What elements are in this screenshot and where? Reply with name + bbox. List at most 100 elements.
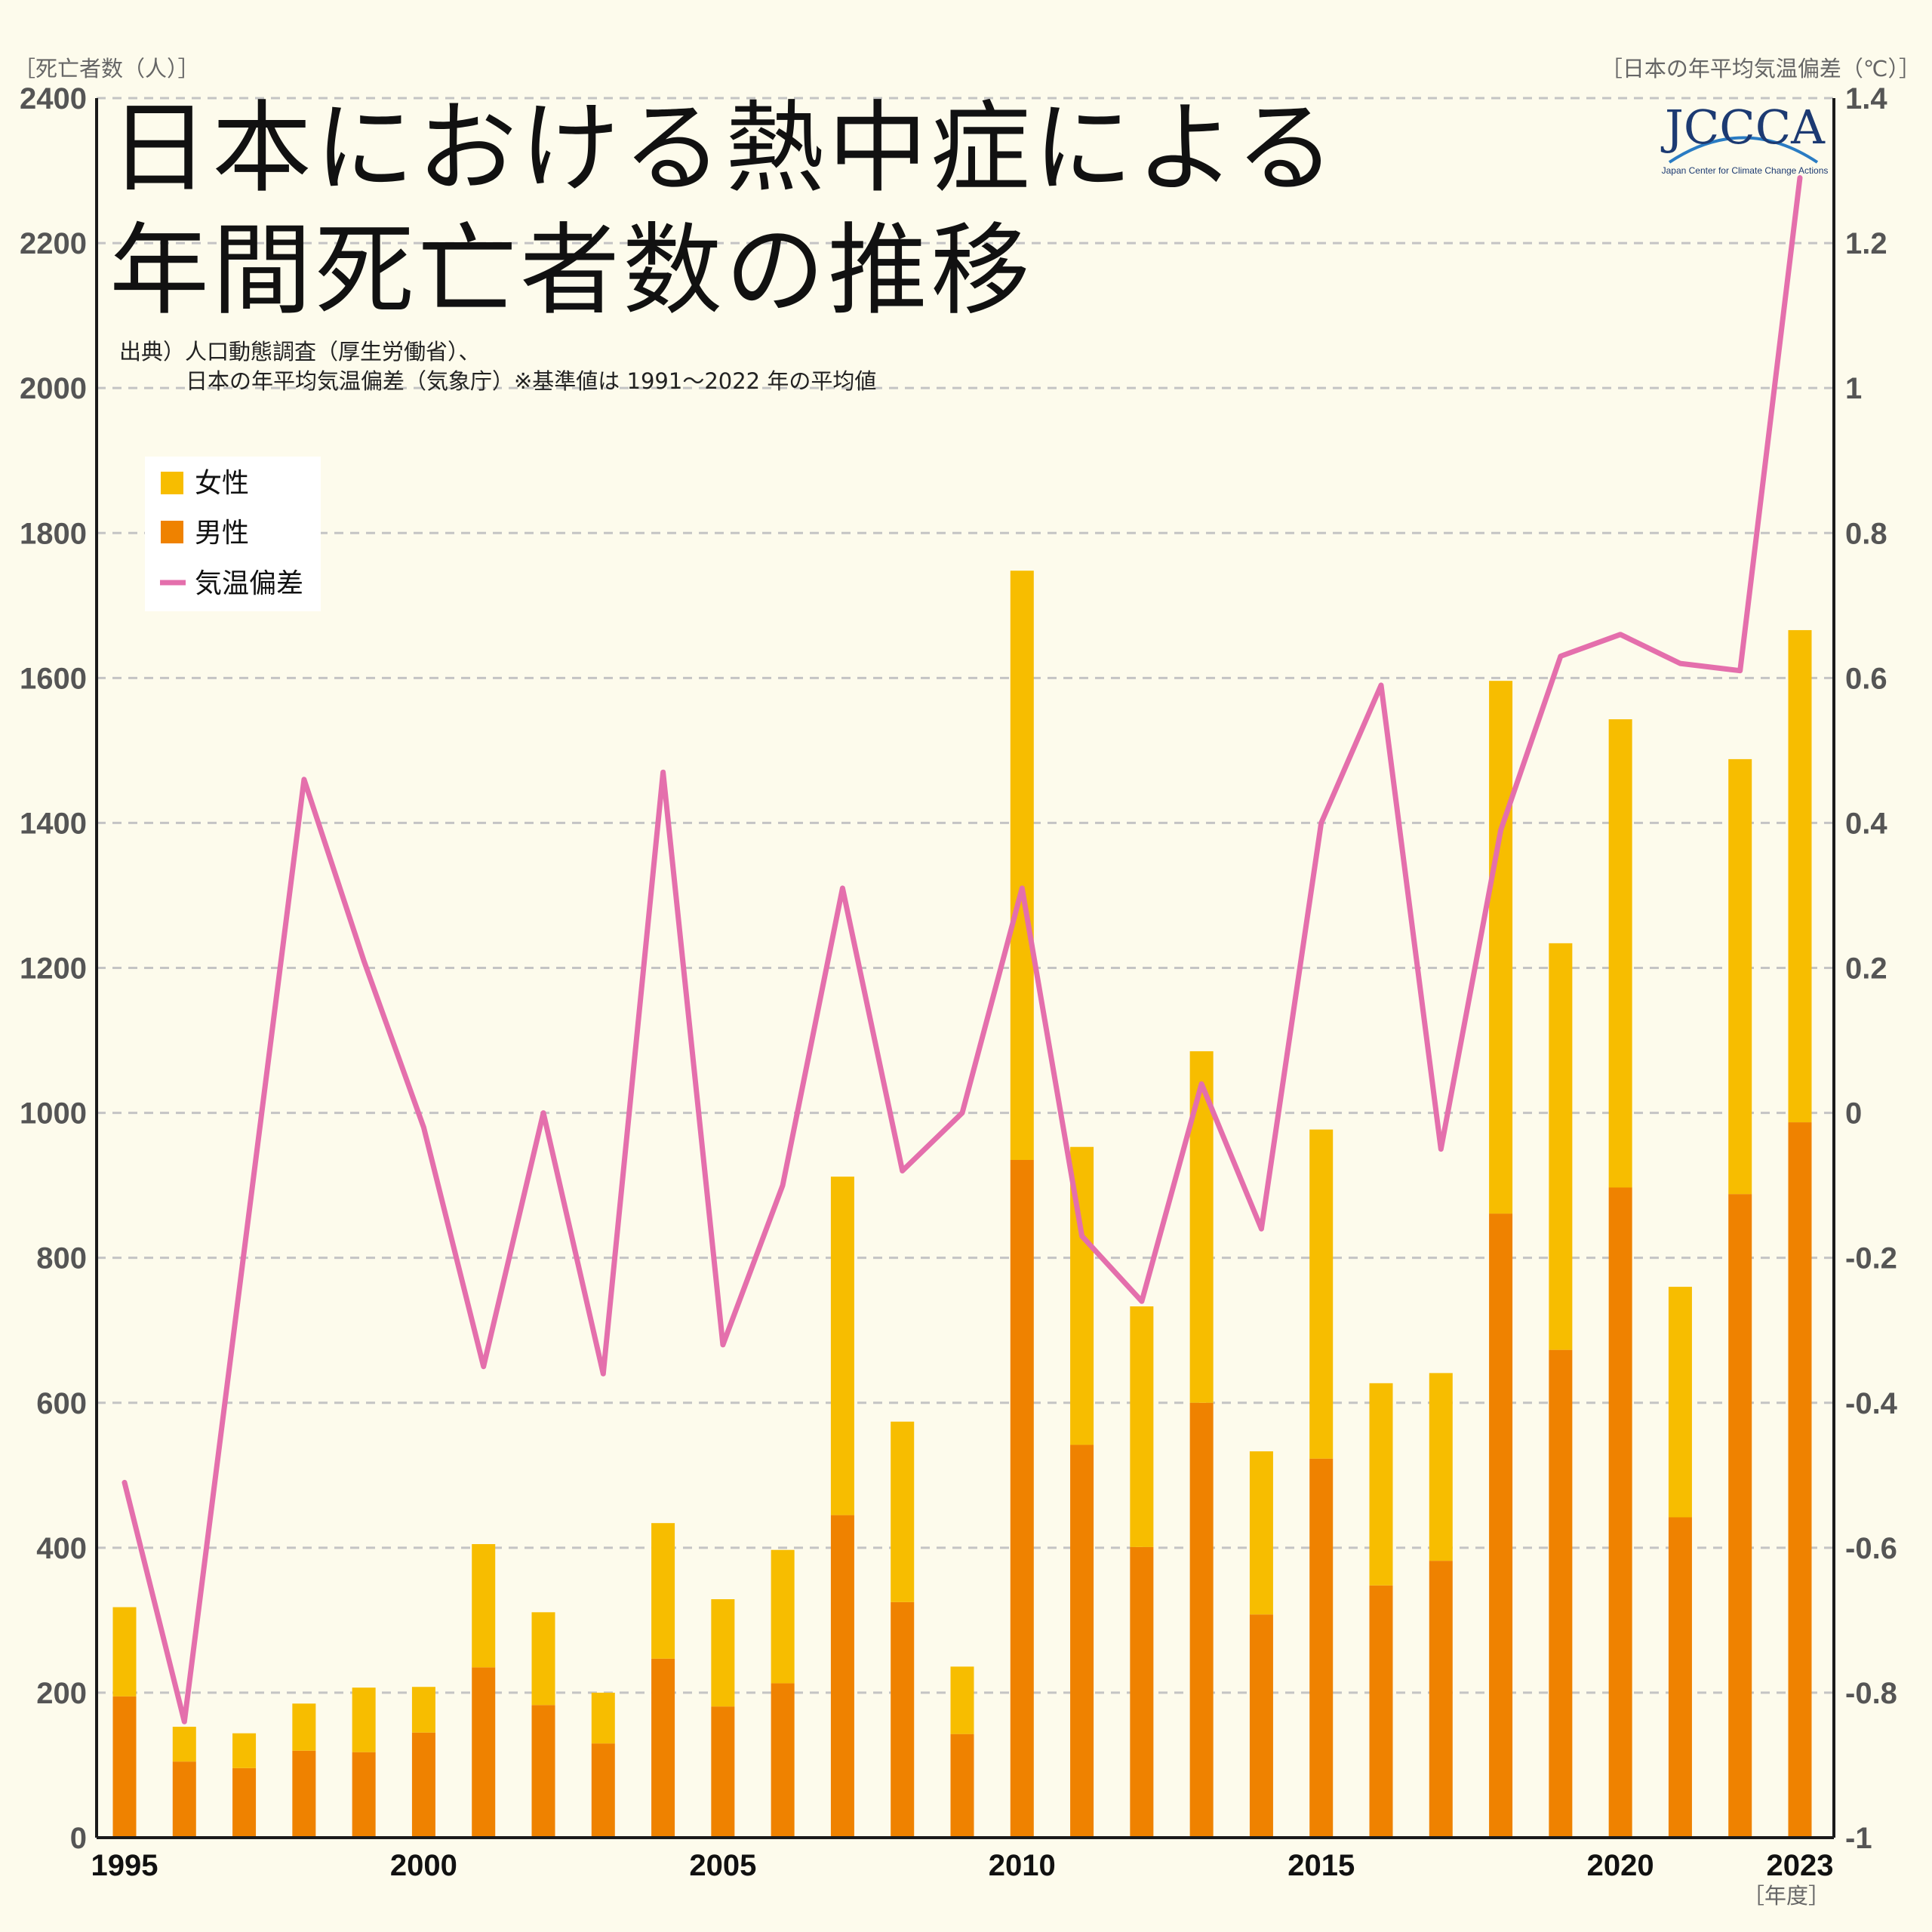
bar-male-2013 [1189,1402,1214,1838]
right-axis-unit: ［日本の年平均気温偏差（℃）］ [1601,56,1921,82]
bar-male-2004 [651,1658,675,1838]
bar-female-2004 [651,1523,675,1659]
bar-female-2001 [472,1544,496,1668]
logo-text: JCCCA [1660,100,1826,155]
bar-female-1999 [352,1687,376,1752]
bar-male-2002 [531,1705,555,1838]
source-line-1: 出典）人口動態調査（厚生労働省）、 [119,339,481,365]
y-right-tick-label: 1 [1845,372,1862,405]
bar-male-2007 [830,1515,854,1838]
legend-label-male: 男性 [195,518,249,549]
bar-male-1999 [352,1752,376,1838]
logo-subtitle: Japan Center for Climate Change Actions [1662,165,1829,176]
bar-female-2019 [1549,943,1573,1350]
title-line-2: 年間死亡者数の推移 [109,213,1033,329]
temperature-anomaly-line [122,175,1803,1724]
bar-female-2017 [1429,1373,1453,1561]
x-tick-label: 2023 [1767,1849,1834,1882]
bar-male-2001 [472,1667,496,1838]
bar-female-2008 [891,1421,915,1602]
bar-female-2010 [1010,571,1034,1161]
bar-male-1995 [112,1696,137,1838]
y-left-tick-label: 1000 [20,1097,87,1131]
bar-female-2016 [1369,1383,1393,1586]
bar-female-2015 [1309,1129,1334,1459]
bar-female-2003 [591,1692,615,1744]
y-right-tick-label: -0.6 [1845,1532,1897,1565]
y-right-tick-label: 1.4 [1845,82,1887,115]
left-axis-unit: ［死亡者数（人）］ [14,56,200,82]
x-tick-label: 2000 [390,1849,457,1882]
bar-male-2008 [891,1601,915,1838]
bar-male-2006 [771,1683,795,1838]
y-left-tick-label: 1200 [20,952,87,986]
bar-male-2019 [1549,1349,1573,1838]
x-tick-label: 2020 [1587,1849,1654,1882]
bar-male-2000 [411,1732,435,1838]
y-left-tick-label: 200 [36,1677,87,1710]
y-left-tick-label: 1400 [20,807,87,840]
y-left-tick-label: 2200 [20,227,87,260]
bar-female-2018 [1489,681,1513,1214]
legend-label-female: 女性 [195,468,249,499]
x-tick-label: 2015 [1287,1849,1355,1882]
bar-male-2017 [1429,1561,1453,1838]
y-left-tick-label: 2000 [20,372,87,405]
bar-female-2005 [711,1599,735,1707]
bar-male-2023 [1788,1122,1812,1838]
bar-male-2012 [1130,1546,1154,1838]
bar-female-2020 [1608,719,1632,1188]
legend-swatch-male [161,521,183,543]
y-left-tick-label: 600 [36,1387,87,1420]
y-right-tick-label: -1 [1845,1822,1872,1855]
y-left-tick-label: 800 [36,1242,87,1275]
bar-male-2020 [1608,1187,1632,1838]
bar-female-2021 [1668,1287,1692,1518]
bar-female-2022 [1728,758,1752,1195]
chart-title: 日本における熱中症による 年間死亡者数の推移 [109,91,1335,329]
y-left-tick-label: 1600 [20,662,87,695]
bar-male-2003 [591,1743,615,1838]
y-right-tick-label: -0.2 [1845,1242,1897,1275]
bar-female-2023 [1788,629,1812,1123]
x-tick-label: 2010 [989,1849,1056,1882]
x-axis-unit: ［年度］ [1743,1883,1830,1909]
source-note: 出典）人口動態調査（厚生労働省）、 日本の年平均気温偏差（気象庁）※基準値は 1… [119,339,876,394]
y-right-tick-label: 0.8 [1845,517,1887,550]
bar-female-1998 [292,1703,316,1751]
bar-female-2014 [1249,1451,1273,1615]
bar-male-1998 [292,1750,316,1838]
bar-male-2009 [950,1734,974,1838]
y-left-tick-label: 0 [70,1822,87,1855]
bar-female-2009 [950,1666,974,1734]
y-left-tick-label: 1800 [20,517,87,550]
y-right-tick-label: 0.6 [1845,662,1887,695]
bar-male-2011 [1070,1444,1094,1838]
bar-male-2010 [1010,1160,1034,1838]
bar-male-1997 [232,1767,257,1838]
y-right-tick-label: 0.4 [1845,807,1887,840]
y-left-tick-label: 400 [36,1532,87,1565]
bar-male-2005 [711,1706,735,1838]
bar-female-1996 [172,1727,196,1762]
bar-male-2014 [1249,1614,1273,1838]
bar-male-2021 [1668,1517,1692,1838]
y-right-tick-label: 0.2 [1845,952,1887,986]
bars [112,571,1812,1838]
x-tick-label: 1995 [91,1849,158,1882]
x-tick-label: 2005 [689,1849,756,1882]
bar-female-2012 [1130,1306,1154,1547]
bar-female-2006 [771,1549,795,1684]
bar-male-2016 [1369,1585,1393,1838]
bar-male-2022 [1728,1194,1752,1838]
logo-arc [1668,136,1819,164]
bar-male-1996 [172,1761,196,1838]
source-line-2: 日本の年平均気温偏差（気象庁）※基準値は 1991〜2022 年の平均値 [186,368,876,394]
y-right-tick-label: -0.4 [1845,1387,1898,1420]
temperature-line [122,175,1803,1724]
bar-female-2002 [531,1612,555,1706]
y-right-tick-label: -0.8 [1845,1677,1897,1710]
bar-female-2000 [411,1687,435,1733]
tick-labels: 0 200 400 600 800 1000 1200 1400 1600 1800 2000 220… [20,82,1898,1882]
